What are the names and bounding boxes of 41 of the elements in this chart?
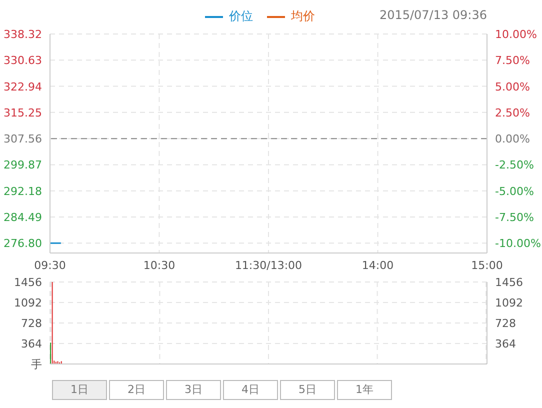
text: 5日 bbox=[280, 380, 335, 400]
y2-tick-label: -2.50% bbox=[495, 158, 534, 172]
y2-tick-label: 10.00% bbox=[495, 28, 537, 41]
chart-subtitle: 2015/07/13 09:36 bbox=[379, 8, 487, 22]
y-tick-label: 315.25 bbox=[4, 106, 42, 120]
x-tick-label: 15:00 bbox=[471, 258, 503, 272]
text: 1年 bbox=[337, 380, 392, 400]
text: 2日 bbox=[109, 380, 164, 400]
y-tick-label: 1456 bbox=[14, 276, 42, 289]
y2-tick-label: 364 bbox=[495, 337, 516, 350]
x-tick-label: 11:30/13:00 bbox=[234, 258, 302, 272]
text: 3日 bbox=[166, 380, 221, 400]
y2-tick-label: -7.50% bbox=[495, 211, 534, 224]
y-tick-label: 330.63 bbox=[4, 54, 42, 68]
y-tick-label: 284.49 bbox=[4, 211, 42, 224]
y2-tick-label: -5.00% bbox=[495, 184, 534, 198]
y-tick-label: 299.87 bbox=[4, 158, 42, 172]
y-tick-label: 364 bbox=[21, 337, 42, 350]
y2-tick-label: 5.00% bbox=[495, 80, 530, 94]
y2-tick-label: 1456 bbox=[495, 276, 523, 289]
y-tick-label: 322.94 bbox=[4, 80, 42, 94]
y-tick-label: 292.18 bbox=[4, 184, 42, 198]
y2-tick-label: 7.50% bbox=[495, 54, 530, 68]
y-tick-label: 338.32 bbox=[4, 28, 42, 41]
x-tick-label: 14:00 bbox=[362, 258, 394, 272]
y2-tick-label: 0.00% bbox=[495, 132, 530, 146]
y-tick-label: 1092 bbox=[14, 296, 42, 310]
legend-label: 价位 bbox=[228, 8, 253, 25]
legend-label: 均价 bbox=[290, 8, 315, 25]
y2-tick-label: 2.50% bbox=[495, 106, 530, 120]
x-tick-label: 10:30 bbox=[143, 258, 176, 272]
y-tick-label: 307.56 bbox=[4, 132, 42, 146]
y-tick-label: 手 bbox=[31, 358, 42, 371]
text: 4日 bbox=[223, 380, 278, 400]
y2-tick-label: -10.00% bbox=[495, 237, 541, 250]
y-tick-label: 728 bbox=[21, 316, 42, 330]
y-tick-label: 276.80 bbox=[4, 237, 42, 250]
x-tick-label: 09:30 bbox=[34, 258, 66, 272]
text: 1日 bbox=[52, 380, 107, 400]
y2-tick-label: 728 bbox=[495, 316, 516, 330]
y2-tick-label: 1092 bbox=[495, 296, 523, 310]
